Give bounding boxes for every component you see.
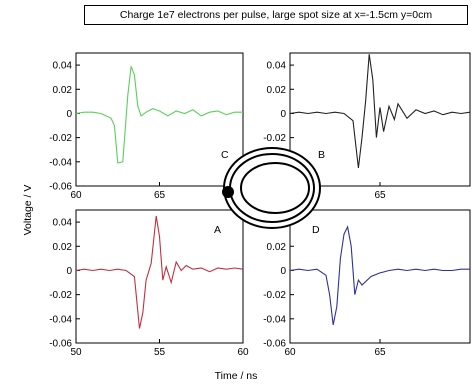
y-tick-label: -0.04 xyxy=(49,314,72,325)
y-tick-label: -0.06 xyxy=(49,182,72,193)
pipe-inner-ring xyxy=(240,162,310,214)
x-tick-label: 65 xyxy=(374,347,386,358)
series-line-d xyxy=(289,225,470,326)
y-tick-label: 0 xyxy=(66,266,72,277)
x-tick-label: 50 xyxy=(70,347,82,358)
x-tick-label: 55 xyxy=(154,347,166,358)
panel-label: C xyxy=(221,149,229,161)
y-tick-label: 0 xyxy=(280,266,286,277)
y-tick-label: -0.02 xyxy=(49,133,72,144)
pipe-diagram-icon xyxy=(222,147,321,229)
y-tick-label: -0.04 xyxy=(49,157,72,168)
y-tick-label: 0.02 xyxy=(53,242,73,253)
panel-label: D xyxy=(312,224,320,236)
y-tick-label: -0.04 xyxy=(263,314,286,325)
chart-title: Charge 1e7 electrons per pulse, large sp… xyxy=(84,5,468,25)
y-tick-label: -0.02 xyxy=(49,290,72,301)
y-tick-label: 0.04 xyxy=(53,61,73,72)
series-line-c xyxy=(75,66,243,164)
pipe-outer-ring xyxy=(223,147,321,229)
y-tick-label: 0 xyxy=(66,109,72,120)
series-line-b xyxy=(289,54,471,168)
y-tick-label: -0.06 xyxy=(263,339,286,350)
x-tick-label: 60 xyxy=(237,347,249,358)
panel-label: B xyxy=(318,149,325,161)
x-tick-label: 60 xyxy=(70,190,82,201)
y-tick-label: 0 xyxy=(280,109,286,120)
axes-frame xyxy=(75,52,244,187)
x-tick-label: 65 xyxy=(154,190,166,201)
y-tick-label: 0.02 xyxy=(267,85,287,96)
y-tick-label: -0.02 xyxy=(263,290,286,301)
series-line-a xyxy=(75,215,244,329)
y-tick-label: 0.02 xyxy=(267,242,287,253)
y-tick-label: 0.04 xyxy=(53,218,73,229)
x-tick-label: 65 xyxy=(374,190,386,201)
beam-position-marker xyxy=(222,186,234,198)
x-axis-label: Time / ns xyxy=(214,370,258,382)
y-tick-label: 0.02 xyxy=(53,85,73,96)
panel-label: A xyxy=(214,224,221,236)
y-tick-label: -0.06 xyxy=(49,339,72,350)
x-tick-label: 60 xyxy=(284,347,296,358)
y-tick-label: -0.02 xyxy=(263,133,286,144)
y-tick-label: 0.04 xyxy=(267,61,287,72)
axes-frame xyxy=(289,52,471,187)
